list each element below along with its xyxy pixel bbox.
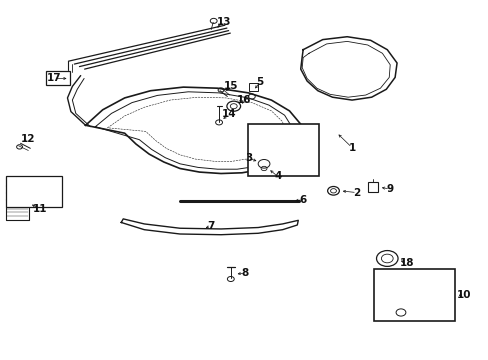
Bar [373, 269, 454, 321]
Text: 10: 10 [456, 290, 471, 300]
Text: 16: 16 [237, 95, 251, 105]
Text: 5: 5 [256, 77, 263, 87]
Text: 7: 7 [207, 221, 215, 231]
Bar [46, 71, 70, 85]
Text: 12: 12 [21, 134, 36, 144]
Text: 2: 2 [353, 188, 360, 198]
Text: 11: 11 [33, 204, 47, 214]
Bar [367, 182, 377, 192]
Bar [6, 176, 62, 207]
Text: 14: 14 [221, 109, 236, 120]
Text: 4: 4 [273, 171, 281, 181]
Text: 1: 1 [348, 143, 355, 153]
Text: 9: 9 [386, 184, 393, 194]
Bar [249, 83, 258, 91]
Text: 6: 6 [299, 195, 306, 205]
Text: 3: 3 [245, 153, 252, 163]
Text: 13: 13 [216, 17, 231, 27]
Text: 15: 15 [223, 81, 238, 91]
Text: 18: 18 [399, 258, 413, 268]
Bar [248, 124, 319, 176]
Text: 17: 17 [46, 73, 61, 84]
Text: 8: 8 [242, 268, 248, 278]
